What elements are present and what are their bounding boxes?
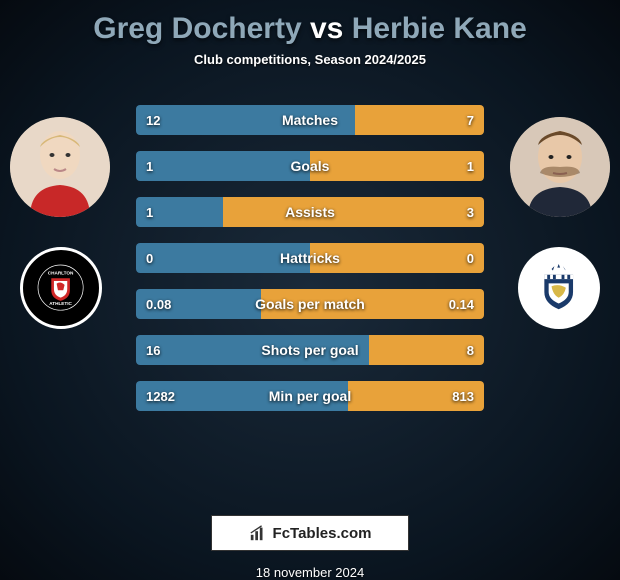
stat-value-right: 3 — [467, 197, 474, 227]
player1-name: Greg Docherty — [93, 12, 301, 45]
vs-text: vs — [310, 12, 343, 45]
stat-value-right: 1 — [467, 151, 474, 181]
player2-name: Herbie Kane — [352, 12, 527, 45]
stat-value-left: 16 — [146, 335, 160, 365]
stat-row: Goals per match0.08 0.14 — [136, 289, 484, 319]
stat-label: Assists — [136, 197, 484, 227]
player2-avatar — [510, 117, 610, 217]
stat-label: Hattricks — [136, 243, 484, 273]
stat-value-right: 7 — [467, 105, 474, 135]
player1-club-crest: CHARLTON ATHLETIC — [20, 247, 102, 329]
shield-icon: CHARLTON ATHLETIC — [34, 261, 87, 314]
chart-icon — [249, 524, 267, 542]
shield-icon — [530, 259, 587, 316]
stat-value-right: 0 — [467, 243, 474, 273]
stat-value-left: 1282 — [146, 381, 175, 411]
stat-value-left: 12 — [146, 105, 160, 135]
stat-row: Hattricks0 0 — [136, 243, 484, 273]
comparison-main: CHARLTON ATHLETIC — [0, 87, 620, 175]
stat-value-left: 0 — [146, 243, 153, 273]
stat-row: Matches12 7 — [136, 105, 484, 135]
stat-value-right: 0.14 — [449, 289, 474, 319]
stat-row: Min per goal1282 813 — [136, 381, 484, 411]
stat-row: Goals1 1 — [136, 151, 484, 181]
stat-value-left: 0.08 — [146, 289, 171, 319]
site-badge: FcTables.com — [211, 515, 409, 551]
svg-text:CHARLTON: CHARLTON — [48, 271, 74, 276]
player1-avatar — [10, 117, 110, 217]
stat-value-left: 1 — [146, 197, 153, 227]
person-icon — [10, 117, 110, 217]
stat-label: Shots per goal — [136, 335, 484, 365]
comparison-title: Greg Docherty vs Herbie Kane — [93, 12, 527, 46]
stat-label: Goals per match — [136, 289, 484, 319]
stat-label: Goals — [136, 151, 484, 181]
person-icon — [510, 117, 610, 217]
stat-row: Shots per goal16 8 — [136, 335, 484, 365]
player2-club-crest — [518, 247, 600, 329]
stat-label: Matches — [136, 105, 484, 135]
stat-value-right: 8 — [467, 335, 474, 365]
stat-row: Assists1 3 — [136, 197, 484, 227]
subtitle: Club competitions, Season 2024/2025 — [194, 52, 426, 67]
stat-bars: Matches127Goals11Assists13Hattricks00Goa… — [136, 105, 484, 427]
svg-text:ATHLETIC: ATHLETIC — [50, 301, 73, 306]
stat-value-left: 1 — [146, 151, 153, 181]
stat-label: Min per goal — [136, 381, 484, 411]
date-text: 18 november 2024 — [256, 565, 364, 580]
site-name: FcTables.com — [273, 525, 372, 542]
stat-value-right: 813 — [452, 381, 474, 411]
